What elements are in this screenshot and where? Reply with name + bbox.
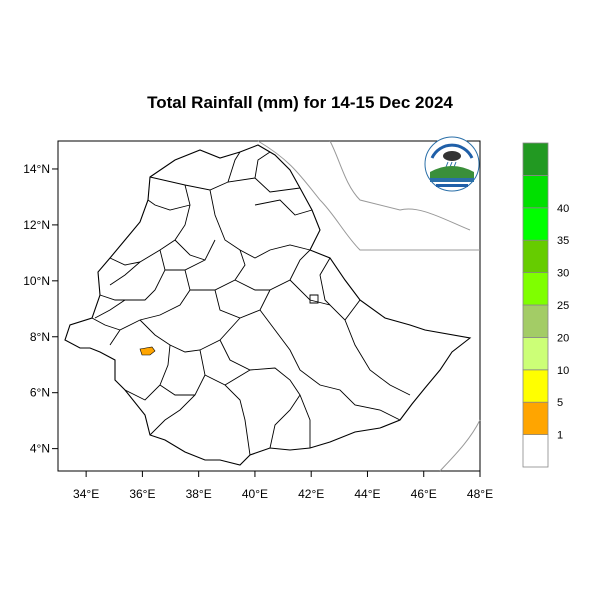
- legend-color-box: [522, 239, 549, 273]
- lon-tick-label: 46°E: [411, 487, 437, 501]
- zone-boundaries: [91, 151, 411, 456]
- rainfall-legend: 1 5 10 20 25 30 35 40: [522, 142, 569, 468]
- lat-tick-label: 4°N: [30, 442, 50, 456]
- legend-color-box: [522, 272, 549, 306]
- lon-tick-label: 36°E: [129, 487, 155, 501]
- lat-tick-label: 6°N: [30, 386, 50, 400]
- lat-tick-label: 8°N: [30, 330, 50, 344]
- map-title: Total Rainfall (mm) for 14-15 Dec 2024: [147, 93, 453, 112]
- coastlines: [257, 140, 481, 472]
- lon-tick-label: 38°E: [186, 487, 212, 501]
- lon-tick-label: 34°E: [73, 487, 99, 501]
- legend-color-box: [522, 174, 549, 209]
- ethiopian-meteorology-institute-emblem: [424, 136, 480, 192]
- lon-tick-label: 40°E: [242, 487, 268, 501]
- legend-color-box: [522, 401, 549, 436]
- lat-tick-label: 10°N: [23, 274, 50, 288]
- legend-color-box: [522, 369, 549, 403]
- lat-tick-label: 14°N: [23, 162, 50, 176]
- legend-label: 25: [557, 300, 569, 312]
- legend-color-box: [522, 336, 549, 371]
- legend-label: 35: [557, 235, 569, 247]
- legend-label: 10: [557, 365, 569, 377]
- legend-label: 5: [557, 397, 563, 409]
- lon-tick-label: 44°E: [354, 487, 380, 501]
- lon-tick-label: 42°E: [298, 487, 324, 501]
- legend-label: 40: [557, 203, 569, 215]
- legend-color-box: [522, 207, 549, 241]
- rainfall-patch-1-5mm: [139, 346, 156, 356]
- legend-label: 1: [557, 430, 563, 442]
- legend-color-box: [522, 142, 549, 176]
- lon-tick-label: 48°E: [467, 487, 493, 501]
- legend-color-box: [522, 304, 549, 338]
- latitude-axis: 4°N 6°N 8°N 10°N 12°N 14°N: [23, 162, 58, 456]
- longitude-axis: 34°E 36°E 38°E 40°E 42°E 44°E 46°E 48°E: [73, 471, 493, 501]
- lat-tick-label: 12°N: [23, 218, 50, 232]
- plot-frame: [57, 140, 481, 472]
- legend-label: 20: [557, 332, 569, 344]
- ethiopia-outline: [64, 144, 472, 466]
- legend-label: 30: [557, 268, 569, 280]
- legend-color-box: [522, 434, 549, 468]
